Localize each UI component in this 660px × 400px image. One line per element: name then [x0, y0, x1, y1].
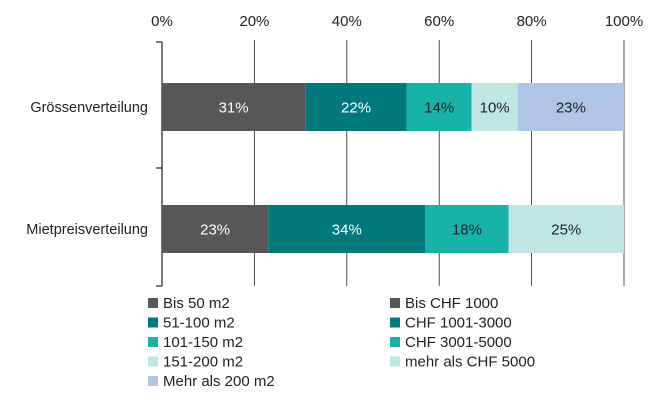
bar-segment [268, 205, 426, 253]
bar-layer: 31% 22% 14% 10% 23% 23% 34% 18% 25% [162, 83, 624, 253]
data-label: 34% [332, 222, 362, 239]
bar-segment [162, 83, 306, 131]
data-label: 18% [452, 222, 482, 239]
bar-segment [471, 83, 518, 131]
legend-swatch [390, 317, 400, 328]
data-label: 14% [424, 100, 454, 117]
legend-swatch [390, 298, 400, 308]
data-label: 31% [219, 100, 249, 117]
legend-label: Bis 50 m2 [163, 295, 230, 312]
x-tick-label: 20% [239, 13, 269, 30]
data-label: 22% [341, 100, 371, 117]
legend-swatch [148, 317, 158, 328]
x-tick-label: 100% [605, 13, 643, 30]
data-label: 25% [551, 222, 581, 239]
bar-segment [305, 83, 407, 131]
bar-segment [508, 205, 624, 253]
legend-label: 101-150 m2 [163, 334, 243, 351]
legend-label: Mehr als 200 m2 [163, 373, 275, 390]
data-label: 10% [480, 100, 510, 117]
legend-swatch [148, 356, 158, 367]
legend-label: 51-100 m2 [163, 315, 235, 332]
legend-label: Bis CHF 1000 [405, 295, 498, 312]
legend-swatch [148, 298, 158, 308]
data-label: 23% [200, 222, 230, 239]
legend-label: mehr als CHF 5000 [405, 354, 535, 371]
legend-swatch [390, 356, 400, 367]
bar-segment [162, 205, 269, 253]
bar-segment [406, 83, 472, 131]
legend-label: CHF 1001-3000 [405, 315, 512, 332]
category-label: Grössenverteilung [30, 100, 148, 116]
axis-layer: 0% 20% 40% 60% 80% 100% Grössenverteilung Mietp… [26, 13, 643, 287]
data-label: 23% [556, 100, 586, 117]
x-tick-label: 60% [424, 13, 454, 30]
bar-segment [517, 83, 624, 131]
legend-label: CHF 3001-5000 [405, 334, 512, 351]
legend-swatch [148, 337, 158, 347]
category-label: Mietpreisverteilung [26, 222, 148, 238]
legend-swatch [390, 337, 400, 347]
x-tick-label: 80% [517, 13, 547, 30]
legend-swatch [148, 376, 158, 386]
legend-layer: Bis 50 m2 51-100 m2 101-150 m2 151-200 m2 Me… [148, 295, 535, 390]
bar-segment [425, 205, 509, 253]
legend-label: 151-200 m2 [163, 354, 243, 371]
x-tick-label: 0% [151, 13, 173, 30]
x-tick-label: 40% [332, 13, 362, 30]
